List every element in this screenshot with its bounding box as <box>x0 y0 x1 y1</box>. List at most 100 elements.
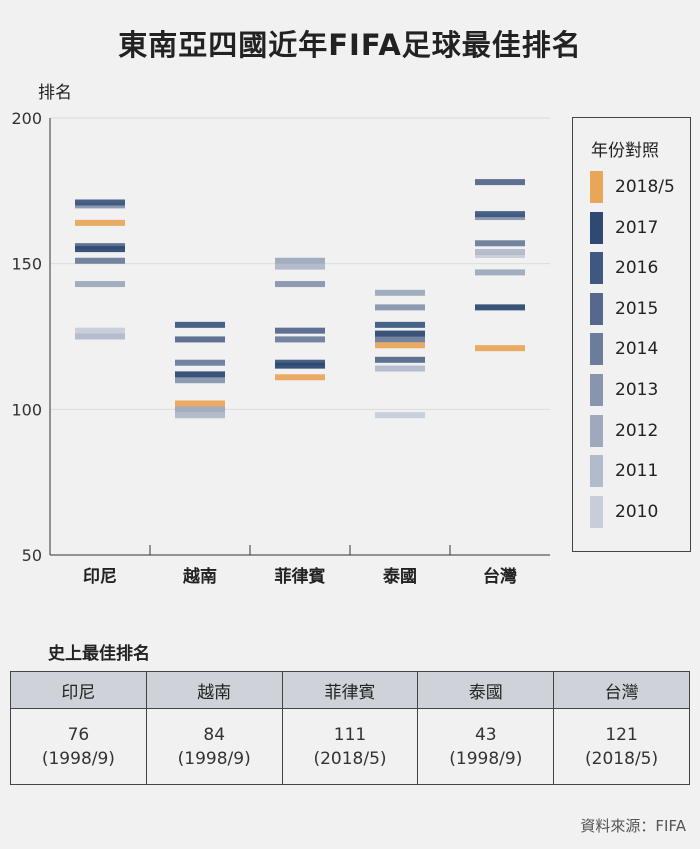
chart-title: 東南亞四國近年FIFA足球最佳排名 <box>118 28 582 62</box>
cell-philippines: 111 (2018/5) <box>281 708 419 785</box>
rank-mark-2012-3 <box>375 289 425 296</box>
rank-mark-2010-0 <box>75 327 125 334</box>
legend-label: 2010 <box>615 501 659 522</box>
rank-mark-2011-2 <box>275 263 325 270</box>
header-vietnam: 越南 <box>145 671 283 709</box>
rank-mark-2016-0 <box>75 199 125 206</box>
legend: 年份對照 2018/5 2017 2016 2015 2014 2013 2012 2011 2… <box>572 117 691 552</box>
rank-mark-2017-2 <box>275 362 325 369</box>
best-rank-header-row: 印尼 越南 菲律賓 泰國 台灣 <box>10 671 690 709</box>
legend-label: 2011 <box>615 461 659 482</box>
x-category-label: 台灣 <box>483 566 517 587</box>
legend-swatch <box>590 292 603 325</box>
legend-item: 2016 <box>590 252 685 285</box>
rank-mark-2017-4 <box>475 304 525 311</box>
legend-item: 2015 <box>590 292 685 325</box>
rank-date: (1998/9) <box>449 748 523 769</box>
rank-mark-2015-4 <box>475 179 525 186</box>
rank-mark-2015-2 <box>275 327 325 334</box>
cell-taiwan: 121 (2018/5) <box>553 708 690 785</box>
x-category-label: 越南 <box>182 566 217 587</box>
rank-mark-2014-4 <box>475 240 525 247</box>
x-category-label: 泰國 <box>383 566 417 587</box>
rank-mark-2014-3 <box>375 336 425 343</box>
rank-mark-2013-1 <box>175 377 225 384</box>
rank-mark-2016-1 <box>175 321 225 328</box>
rank-mark-2018-5-3 <box>375 342 425 349</box>
rank-mark-2011-0 <box>75 333 125 340</box>
legend-label: 2015 <box>615 298 659 319</box>
rank-value: 111 <box>333 724 367 745</box>
x-category-label: 印尼 <box>83 567 117 587</box>
cell-thailand: 43 (1998/9) <box>417 708 555 785</box>
legend-title: 年份對照 <box>591 141 659 161</box>
cell-indonesia: 76 (1998/9) <box>10 708 147 785</box>
y-axis-label: 排名 <box>38 83 72 103</box>
legend-swatch <box>590 374 603 406</box>
rank-value: 121 <box>605 724 638 745</box>
best-rank-title: 史上最佳排名 <box>48 644 150 664</box>
rank-mark-2016-3 <box>375 321 425 328</box>
best-rank-value-row: 76 (1998/9) 84 (1998/9) 111 (2018/5) 43 (199… <box>10 708 690 785</box>
rank-mark-2018-5-0 <box>75 219 125 226</box>
legend-swatch <box>590 333 603 366</box>
rank-mark-2010-3 <box>375 412 425 419</box>
legend-item: 2018/5 <box>590 171 685 203</box>
header-indonesia: 印尼 <box>10 671 147 709</box>
header-thailand: 泰國 <box>417 671 555 709</box>
legend-label: 2014 <box>615 339 659 360</box>
legend-item: 2011 <box>590 455 685 488</box>
legend-swatch <box>590 252 603 285</box>
header-taiwan: 台灣 <box>553 671 690 709</box>
rank-date: (1998/9) <box>177 748 251 769</box>
y-tick-label: 50 <box>22 546 42 565</box>
rank-mark-2015-1 <box>175 336 225 343</box>
rank-date: (1998/9) <box>41 748 115 769</box>
rank-value: 84 <box>203 724 226 745</box>
legend-label: 2013 <box>615 380 659 400</box>
y-tick-label: 150 <box>11 255 42 274</box>
legend-item: 2010 <box>590 495 685 528</box>
header-philippines: 菲律賓 <box>281 671 419 709</box>
y-tick-label: 100 <box>11 400 42 419</box>
rank-mark-2012-1 <box>175 406 225 413</box>
legend-swatch <box>590 171 603 203</box>
rank-mark-2014-1 <box>175 359 225 366</box>
legend-label: 2017 <box>615 217 659 238</box>
rank-mark-2018-5-2 <box>275 374 325 381</box>
rank-mark-2017-0 <box>75 246 125 253</box>
legend-label: 2018/5 <box>615 177 675 197</box>
legend-label: 2012 <box>615 420 659 441</box>
rank-mark-2011-1 <box>175 412 225 419</box>
rank-mark-2012-0 <box>75 281 125 288</box>
rank-mark-2013-3 <box>375 304 425 311</box>
legend-item: 2012 <box>590 414 685 447</box>
rank-mark-2012-4 <box>475 269 525 276</box>
rank-mark-2011-3 <box>375 365 425 372</box>
rank-mark-2018-5-4 <box>475 345 525 352</box>
x-category-label: 菲律賓 <box>275 566 326 587</box>
y-tick-label: 200 <box>11 109 42 128</box>
legend-swatch <box>590 455 603 488</box>
rank-mark-2018-5-1 <box>175 400 225 407</box>
legend-item: 2013 <box>590 374 685 406</box>
rank-mark-2014-0 <box>75 257 125 264</box>
rank-mark-2013-2 <box>275 281 325 288</box>
rank-mark-2011-4 <box>475 249 525 256</box>
legend-swatch <box>590 495 603 528</box>
rank-mark-2015-3 <box>375 356 425 363</box>
rank-mark-2017-1 <box>175 371 225 378</box>
legend-item: 2014 <box>590 333 685 366</box>
rank-value: 76 <box>67 724 90 745</box>
best-rank-table: 印尼 越南 菲律賓 泰國 台灣 76 (1998/9) 84 (1998/9) 11… <box>10 671 690 785</box>
rank-value: 43 <box>474 724 497 745</box>
source-note: 資料來源：FIFA <box>580 817 686 835</box>
rank-mark-2014-2 <box>275 336 325 343</box>
legend-label: 2016 <box>615 258 659 279</box>
rank-mark-2016-4 <box>475 211 525 218</box>
rank-chart: 50 100 150 200 印尼 越南 菲律賓 泰國 台灣 <box>11 109 550 587</box>
rank-mark-2012-2 <box>275 257 325 264</box>
rank-mark-2017-3 <box>375 330 425 337</box>
rank-date: (2018/5) <box>313 748 387 769</box>
cell-vietnam: 84 (1998/9) <box>145 708 283 785</box>
